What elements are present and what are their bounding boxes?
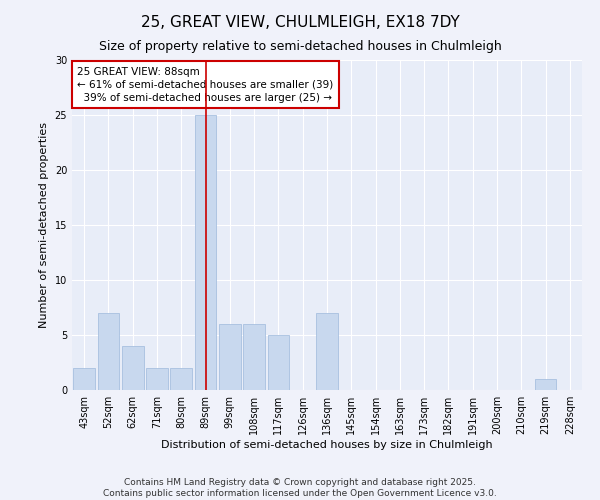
- Text: 25, GREAT VIEW, CHULMLEIGH, EX18 7DY: 25, GREAT VIEW, CHULMLEIGH, EX18 7DY: [140, 15, 460, 30]
- X-axis label: Distribution of semi-detached houses by size in Chulmleigh: Distribution of semi-detached houses by …: [161, 440, 493, 450]
- Bar: [97, 313, 119, 390]
- Bar: [194, 115, 217, 390]
- Text: Contains HM Land Registry data © Crown copyright and database right 2025.
Contai: Contains HM Land Registry data © Crown c…: [103, 478, 497, 498]
- Bar: [146, 368, 168, 390]
- Text: 25 GREAT VIEW: 88sqm
← 61% of semi-detached houses are smaller (39)
  39% of sem: 25 GREAT VIEW: 88sqm ← 61% of semi-detac…: [77, 66, 334, 103]
- Y-axis label: Number of semi-detached properties: Number of semi-detached properties: [39, 122, 49, 328]
- Bar: [219, 324, 241, 390]
- Bar: [268, 335, 289, 390]
- Bar: [243, 324, 265, 390]
- Text: Size of property relative to semi-detached houses in Chulmleigh: Size of property relative to semi-detach…: [98, 40, 502, 53]
- Bar: [73, 368, 95, 390]
- Bar: [170, 368, 192, 390]
- Bar: [535, 379, 556, 390]
- Bar: [122, 346, 143, 390]
- Bar: [316, 313, 338, 390]
